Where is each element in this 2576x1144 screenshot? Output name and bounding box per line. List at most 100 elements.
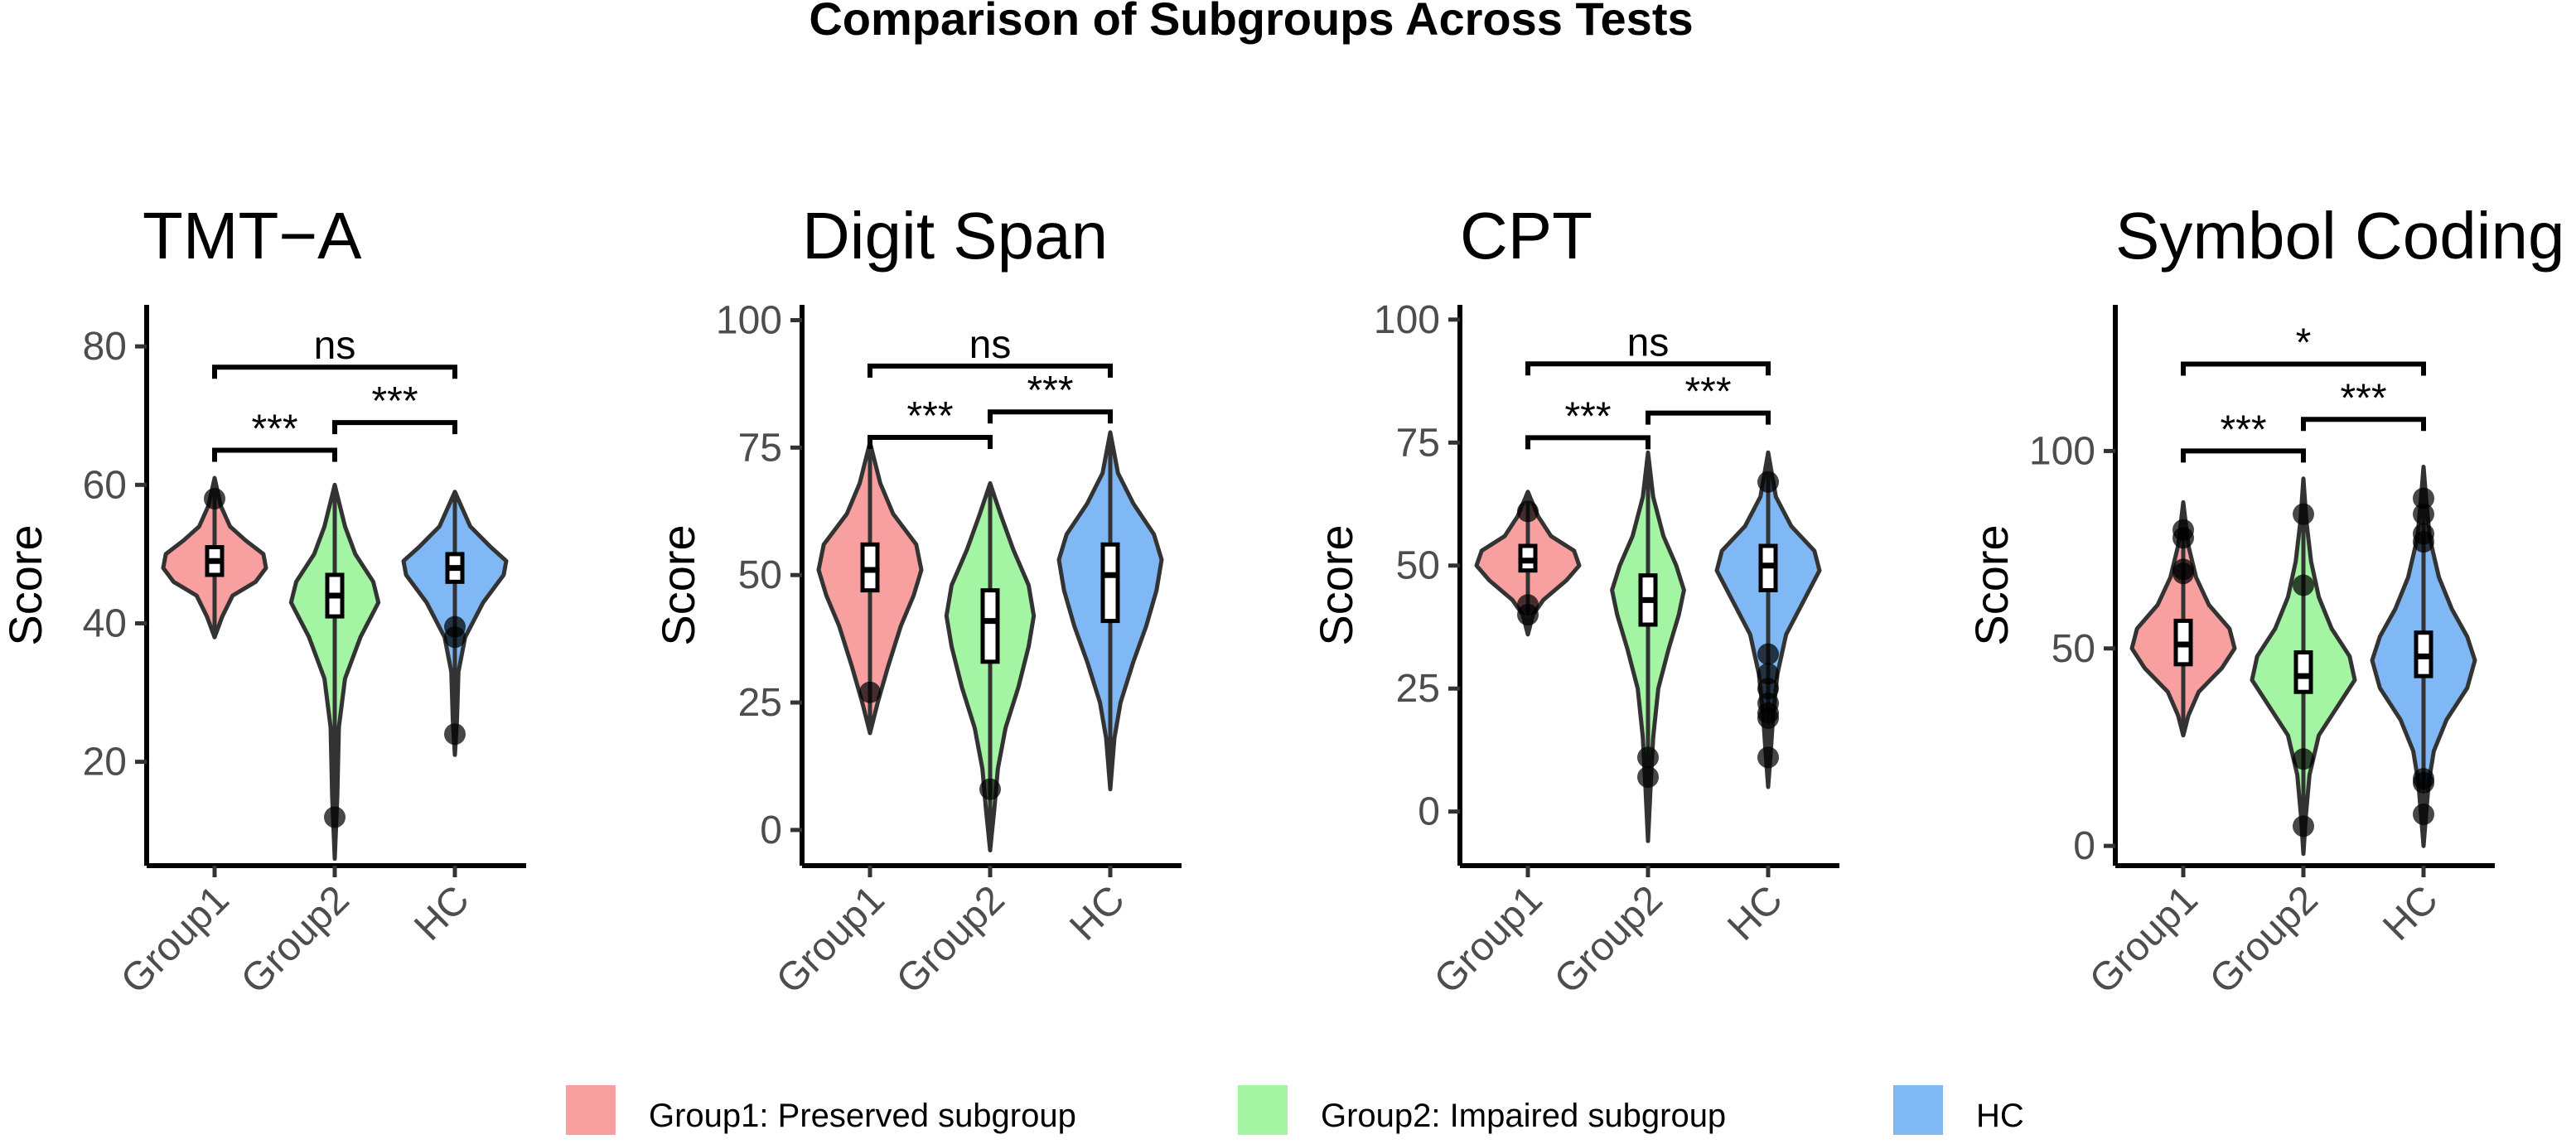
significance-bracket: *** <box>868 394 993 450</box>
outlier-point <box>2172 519 2194 541</box>
outlier-point <box>2413 768 2434 790</box>
outlier-point <box>204 488 225 510</box>
significance-label: *** <box>251 408 297 451</box>
bracket-line <box>2181 448 2306 463</box>
bracket-line <box>868 363 1113 378</box>
significance-bracket: * <box>2181 321 2426 376</box>
legend-swatch <box>566 1085 616 1135</box>
significance-label: * <box>2296 321 2312 365</box>
y-tick-label: 50 <box>1396 544 1440 588</box>
violin-group2 <box>1610 450 1686 843</box>
significance-label: ns <box>969 323 1012 367</box>
outlier-point <box>1757 643 1779 665</box>
y-tick-label: 80 <box>83 325 127 369</box>
outlier-point <box>444 723 466 746</box>
y-tick-label: 50 <box>738 553 782 597</box>
legend-swatch <box>1893 1085 1943 1135</box>
violin-hc <box>1056 430 1164 792</box>
significance-label: *** <box>2220 408 2266 451</box>
violin-group1 <box>2129 500 2237 738</box>
y-tick-label: 100 <box>1374 298 1440 342</box>
significance-label: ns <box>314 324 356 368</box>
violin-group2 <box>2250 476 2357 857</box>
y-tick-label: 75 <box>738 426 782 470</box>
significance-bracket: *** <box>2181 408 2306 463</box>
violin-group2 <box>288 482 381 862</box>
outlier-point <box>2413 804 2434 826</box>
x-tick-label: HC <box>406 877 477 949</box>
box-iqr <box>1100 542 1120 624</box>
y-tick-label: 60 <box>83 463 127 507</box>
violin-group1 <box>161 475 268 640</box>
bracket-line <box>1646 410 1771 425</box>
legend-item-hc: HC <box>1893 1085 2024 1135</box>
bracket-line <box>1525 435 1650 450</box>
outlier-point <box>2413 487 2434 509</box>
legend: Group1: Preserved subgroup Group2: Impair… <box>566 1085 2024 1135</box>
outlier-point <box>444 615 466 638</box>
y-tick-label: 20 <box>83 741 127 784</box>
x-tick-label: Group2 <box>888 877 1013 1002</box>
y-tick-label: 25 <box>1396 667 1440 711</box>
panel-title: Digit Span <box>802 199 1108 273</box>
x-tick-label: Group1 <box>1426 877 1551 1002</box>
y-axis-title: Score <box>1965 524 2018 645</box>
significance-bracket: *** <box>988 369 1113 424</box>
outlier-point <box>859 681 881 703</box>
significance-bracket: ns <box>1525 321 1771 376</box>
y-tick-label: 0 <box>760 809 782 852</box>
y-axis-title: Score <box>652 524 704 645</box>
x-tick-label: Group1 <box>2081 877 2206 1002</box>
x-tick-label: HC <box>1061 877 1133 949</box>
outlier-point <box>2172 558 2194 581</box>
outlier-point <box>1517 594 1539 616</box>
outlier-point <box>1757 471 1779 493</box>
bracket-line <box>2181 361 2426 376</box>
box-iqr <box>2293 650 2313 694</box>
violin-hc <box>1714 450 1822 789</box>
x-tick-label: HC <box>2375 877 2446 949</box>
figure-title: Comparison of Subgroups Across Tests <box>809 0 1693 45</box>
y-axis-title: Score <box>0 524 51 645</box>
y-tick-label: 0 <box>2073 824 2095 868</box>
y-tick-label: 40 <box>83 601 127 645</box>
outlier-point <box>1757 693 1779 715</box>
outlier-point <box>1757 746 1779 769</box>
x-tick-label: Group2 <box>233 877 358 1002</box>
outlier-point <box>979 778 1001 800</box>
outlier-point <box>1757 678 1779 700</box>
outlier-point <box>2293 748 2314 770</box>
legend-label: Group1: Preserved subgroup <box>649 1098 1076 1134</box>
bracket-line <box>2301 417 2426 432</box>
significance-bracket: ns <box>212 324 457 379</box>
y-tick-label: 75 <box>1396 421 1440 465</box>
x-tick-label: HC <box>1719 877 1791 949</box>
violin-hc <box>2370 465 2477 848</box>
y-tick-label: 100 <box>2029 429 2095 473</box>
significance-label: *** <box>371 379 418 423</box>
legend-swatch <box>1238 1085 1288 1135</box>
outlier-point <box>2413 523 2434 545</box>
significance-bracket: *** <box>1525 394 1650 450</box>
x-tick-label: Group2 <box>1546 877 1671 1002</box>
significance-label: *** <box>1027 369 1073 413</box>
violin-hc <box>401 490 509 757</box>
outlier-point <box>2293 574 2314 596</box>
outlier-point <box>2293 815 2314 837</box>
x-tick-label: Group2 <box>2201 877 2327 1002</box>
significance-label: *** <box>906 394 953 438</box>
y-tick-label: 0 <box>1418 790 1440 834</box>
panel-title: CPT <box>1460 199 1592 273</box>
legend-item-group2: Group2: Impaired subgroup <box>1238 1085 1726 1135</box>
significance-label: *** <box>1684 370 1731 414</box>
significance-label: *** <box>1564 394 1611 438</box>
y-axis-title: Score <box>1310 524 1362 645</box>
panel-title: Symbol Coding <box>2115 199 2565 273</box>
outlier-point <box>2293 503 2314 525</box>
significance-bracket: *** <box>1646 370 1771 425</box>
outlier-point <box>1517 500 1539 523</box>
